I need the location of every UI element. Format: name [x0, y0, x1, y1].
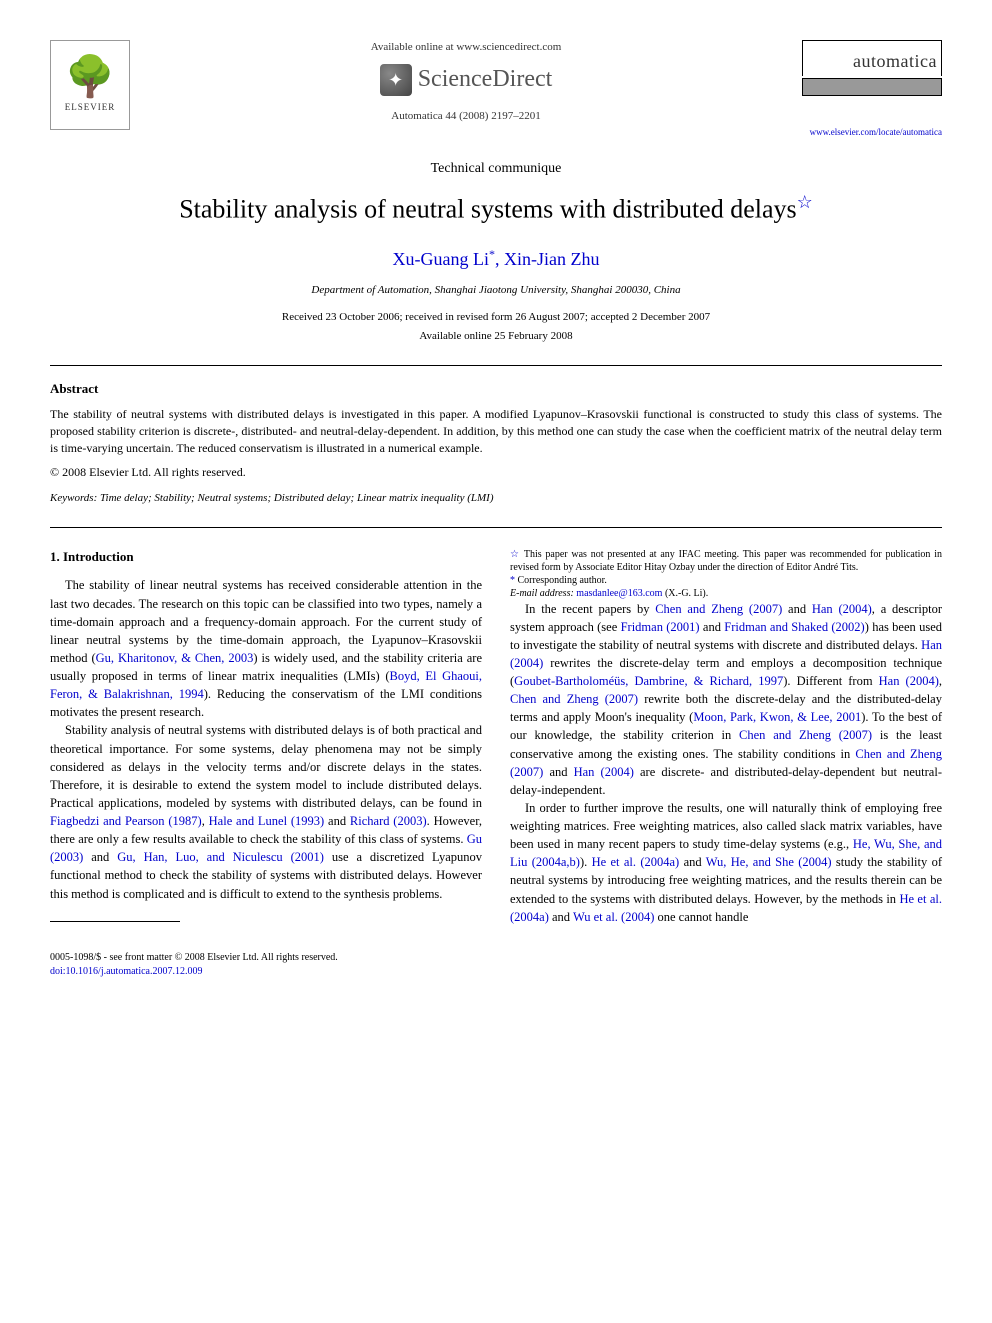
abstract-copyright: © 2008 Elsevier Ltd. All rights reserved… [50, 464, 942, 481]
journal-name: automatica [807, 49, 937, 74]
journal-reference: Automatica 44 (2008) 2197–2201 [150, 109, 782, 124]
page-footer: 0005-1098/$ - see front matter © 2008 El… [50, 951, 942, 979]
ref-fridman-shaked-2002[interactable]: Fridman and Shaked (2002) [724, 620, 864, 634]
footer-left: 0005-1098/$ - see front matter © 2008 El… [50, 951, 338, 979]
doi-link[interactable]: doi:10.1016/j.automatica.2007.12.009 [50, 965, 338, 979]
paragraph-2: Stability analysis of neutral systems wi… [50, 721, 482, 902]
footnote-block: ☆ This paper was not presented at any IF… [510, 548, 942, 600]
abstract-heading: Abstract [50, 380, 942, 398]
available-online-text: Available online at www.sciencedirect.co… [150, 40, 782, 55]
journal-logo-block: automatica www.elsevier.com/locate/autom… [802, 40, 942, 139]
ref-he-2004a[interactable]: He et al. (2004a) [592, 855, 680, 869]
keywords-label: Keywords: [50, 492, 97, 504]
ref-han-2004d[interactable]: Han (2004) [574, 765, 634, 779]
paragraph-1: The stability of linear neutral systems … [50, 576, 482, 721]
author-2[interactable]: , Xin-Jian Zhu [495, 249, 599, 269]
authors: Xu-Guang Li*, Xin-Jian Zhu [50, 246, 942, 272]
ref-hale-1993[interactable]: Hale and Lunel (1993) [209, 814, 325, 828]
affiliation: Department of Automation, Shanghai Jiaot… [50, 283, 942, 298]
received-dates: Received 23 October 2006; received in re… [50, 310, 942, 325]
article-type: Technical communique [50, 159, 942, 179]
email-link[interactable]: masdanlee@163.com [576, 588, 662, 599]
ref-han-2004[interactable]: Han (2004) [812, 602, 872, 616]
ref-wu-2004[interactable]: Wu, He, and She (2004) [706, 855, 832, 869]
body-columns: 1. Introduction The stability of linear … [50, 548, 942, 927]
sciencedirect-text: ScienceDirect [418, 63, 553, 97]
keywords: Keywords: Time delay; Stability; Neutral… [50, 491, 942, 506]
page-header: 🌳 ELSEVIER Available online at www.scien… [50, 40, 942, 139]
ref-fiagbedzi-1987[interactable]: Fiagbedzi and Pearson (1987) [50, 814, 202, 828]
article-title: Stability analysis of neutral systems wi… [50, 190, 942, 228]
divider-top [50, 365, 942, 366]
ref-wu-2004b[interactable]: Wu et al. (2004) [573, 910, 654, 924]
journal-url[interactable]: www.elsevier.com/locate/automatica [802, 126, 942, 139]
ref-chen-2007[interactable]: Chen and Zheng (2007) [655, 602, 782, 616]
elsevier-logo: 🌳 ELSEVIER [50, 40, 130, 130]
title-footnote-star-icon: ☆ [797, 192, 813, 212]
keywords-text: Time delay; Stability; Neutral systems; … [97, 492, 493, 504]
footnote-asterisk-icon: * [510, 575, 518, 586]
divider-bottom [50, 527, 942, 528]
title-text: Stability analysis of neutral systems wi… [179, 195, 796, 224]
center-header: Available online at www.sciencedirect.co… [130, 40, 802, 124]
section-1-heading: 1. Introduction [50, 548, 482, 567]
ref-fridman-2001[interactable]: Fridman (2001) [621, 620, 700, 634]
author-1[interactable]: Xu-Guang Li [393, 249, 489, 269]
issn-line: 0005-1098/$ - see front matter © 2008 El… [50, 951, 338, 965]
footnote-2: * Corresponding author. [510, 574, 942, 587]
elsevier-label: ELSEVIER [65, 101, 116, 114]
ref-gu-2003[interactable]: Gu, Kharitonov, & Chen, 2003 [96, 651, 254, 665]
elsevier-tree-icon: 🌳 [65, 57, 115, 97]
journal-logo-bar [802, 78, 942, 96]
online-date: Available online 25 February 2008 [50, 329, 942, 344]
footnote-separator [50, 921, 180, 922]
sciencedirect-icon: ✦ [380, 64, 412, 96]
ref-gu-han-2001[interactable]: Gu, Han, Luo, and Niculescu (2001) [117, 850, 324, 864]
paragraph-3: In the recent papers by Chen and Zheng (… [510, 600, 942, 799]
ref-han-2004c[interactable]: Han (2004) [879, 674, 939, 688]
abstract-text: The stability of neutral systems with di… [50, 406, 942, 456]
footnote-3: E-mail address: masdanlee@163.com (X.-G.… [510, 587, 942, 600]
ref-moon-2001[interactable]: Moon, Park, Kwon, & Lee, 2001 [693, 710, 861, 724]
ref-chen-2007c[interactable]: Chen and Zheng (2007) [739, 728, 872, 742]
footnote-1: ☆ This paper was not presented at any IF… [510, 548, 942, 574]
ref-goubet-1997[interactable]: Goubet-Bartholoméüs, Dambrine, & Richard… [514, 674, 783, 688]
ref-richard-2003[interactable]: Richard (2003) [350, 814, 427, 828]
sciencedirect-brand: ✦ ScienceDirect [150, 63, 782, 97]
footnote-star-icon: ☆ [510, 549, 524, 560]
paragraph-4: In order to further improve the results,… [510, 799, 942, 926]
ref-chen-2007b[interactable]: Chen and Zheng (2007) [510, 692, 638, 706]
